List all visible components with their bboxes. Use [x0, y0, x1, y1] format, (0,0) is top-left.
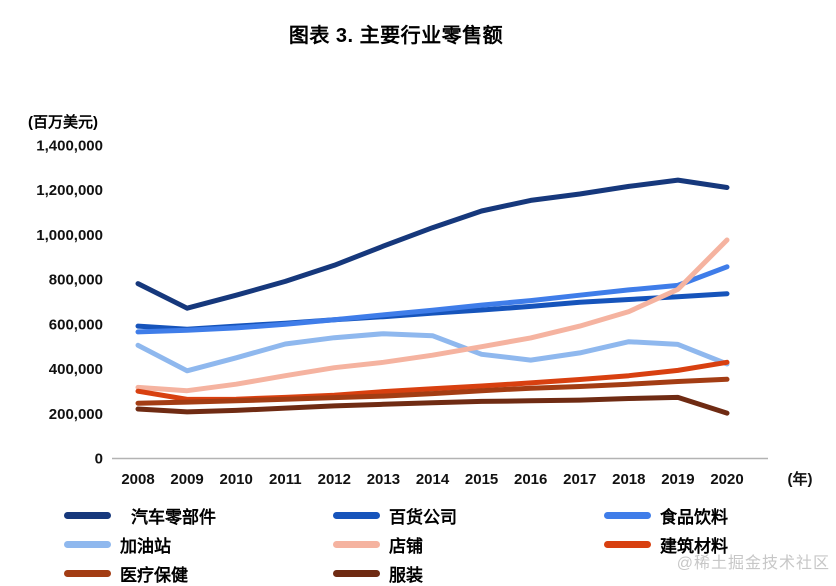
legend-item-healthcare: 医疗保健 [64, 562, 333, 585]
legend-swatch-gas-stations [64, 540, 111, 548]
legend-item-department-stores: 百货公司 [333, 504, 604, 527]
legend-swatch-auto-parts [64, 511, 111, 519]
y-tick-label: 400,000 [49, 361, 103, 378]
legend-label-department-stores: 百货公司 [389, 507, 457, 527]
legend-item-building-materials: 建筑材料 [604, 533, 728, 556]
series-line-auto-parts [135, 177, 730, 311]
legend-label-building-materials: 建筑材料 [660, 536, 728, 556]
x-tick-label: 2012 [318, 471, 351, 488]
x-axis-unit-label: (年) [788, 470, 813, 488]
x-tick-label: 2016 [514, 471, 547, 488]
x-tick-label: 2008 [121, 471, 154, 488]
x-tick-label: 2017 [563, 471, 596, 488]
series-line-food-beverage [135, 264, 730, 335]
y-axis-unit-label: (百万美元) [28, 114, 98, 131]
legend-label-auto-parts: 汽车零部件 [131, 507, 216, 527]
legend-item-stores: 店铺 [333, 533, 604, 556]
line-chart: 0 200,000 400,000 600,000 800,000 1,000,000 1,… [36, 138, 813, 489]
x-tick-label: 2014 [416, 471, 450, 488]
y-tick-label: 0 [95, 451, 103, 468]
x-tick-label: 2009 [170, 471, 203, 488]
x-tick-label: 2015 [465, 471, 498, 488]
x-tick-label: 2019 [661, 471, 694, 488]
series-line-clothing [135, 394, 730, 416]
legend-label-healthcare: 医疗保健 [120, 565, 188, 585]
legend-label-food-beverage: 食品饮料 [660, 507, 728, 527]
legend-swatch-building-materials [604, 540, 651, 548]
x-tick-label: 2020 [710, 471, 743, 488]
y-tick-label: 800,000 [49, 272, 103, 289]
legend-swatch-food-beverage [604, 511, 651, 519]
watermark: @稀土掘金技术社区 [676, 555, 830, 572]
x-tick-label: 2018 [612, 471, 645, 488]
legend-item-clothing: 服装 [333, 562, 604, 585]
legend-label-stores: 店铺 [389, 536, 423, 556]
legend-swatch-healthcare [64, 569, 111, 577]
legend-item-auto-parts: 汽车零部件 [64, 504, 333, 527]
y-tick-label: 1,200,000 [36, 182, 103, 199]
y-tick-label: 600,000 [49, 316, 103, 333]
series-line-healthcare [135, 376, 730, 406]
y-tick-label: 1,000,000 [36, 227, 103, 244]
legend-swatch-department-stores [333, 511, 380, 519]
y-tick-label: 1,400,000 [36, 138, 103, 155]
legend-item-food-beverage: 食品饮料 [604, 504, 728, 527]
x-tick-label: 2013 [367, 471, 400, 488]
series-line-stores [135, 237, 730, 394]
legend-swatch-clothing [333, 569, 380, 577]
y-tick-label: 200,000 [49, 406, 103, 423]
x-tick-label: 2010 [220, 471, 253, 488]
chart-title: 图表 3. 主要行业零售额 [288, 25, 504, 47]
legend-item-gas-stations: 加油站 [64, 533, 333, 556]
legend-label-clothing: 服装 [389, 565, 423, 585]
legend-label-gas-stations: 加油站 [120, 536, 171, 556]
series-line-gas-stations [135, 331, 730, 374]
chart-legend: 汽车零部件 百货公司 食品饮料加油站 店铺 建筑材料医疗保健 服装 [64, 504, 728, 585]
legend-swatch-stores [333, 540, 380, 548]
x-tick-label: 2011 [269, 471, 302, 488]
